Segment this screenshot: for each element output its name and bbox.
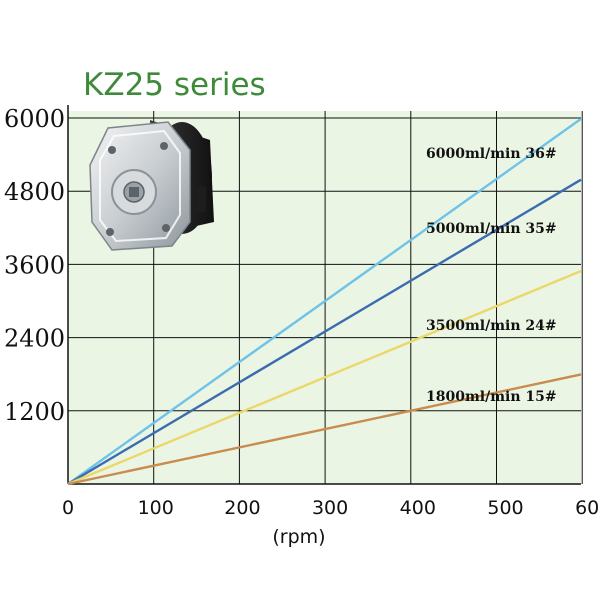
x-tick-label: 500: [487, 497, 523, 519]
y-tick-label: 6000: [4, 105, 65, 133]
series-line: [67, 269, 582, 486]
chart-title: KZ25 series: [83, 67, 266, 103]
x-tick-label: 600: [575, 497, 600, 519]
x-tick-label: 400: [400, 497, 436, 519]
x-axis-label: (rpm): [272, 526, 325, 548]
y-tick-label: 3600: [4, 251, 65, 279]
y-tick-label: 4800: [4, 178, 65, 206]
x-tick-label: 300: [312, 497, 348, 519]
series-label: 6000ml/min 36#: [426, 146, 557, 162]
series-label: 3500ml/min 24#: [426, 318, 557, 334]
series-line: [67, 117, 582, 485]
series-line: [67, 178, 582, 486]
x-tick-label: 200: [224, 497, 260, 519]
series-label: 1800ml/min 15#: [426, 389, 557, 405]
y-tick-label: 2400: [4, 325, 65, 353]
grid: [67, 105, 583, 485]
series-label: 5000ml/min 35#: [426, 221, 557, 237]
series-line: [67, 373, 582, 486]
series-labels: 6000ml/min 36# 5000ml/min 35# 3500ml/min 2…: [426, 146, 557, 405]
x-tick-label: 0: [62, 497, 74, 519]
pump-head-icon: [89, 120, 214, 251]
y-tick-label: 1200: [4, 398, 65, 426]
y-axis: 1200 2400 3600 4800 6000: [4, 105, 65, 426]
x-axis: 0 100 200 300 400 500 600: [62, 497, 600, 519]
x-tick-label: 100: [138, 497, 174, 519]
series-lines: [67, 117, 582, 486]
